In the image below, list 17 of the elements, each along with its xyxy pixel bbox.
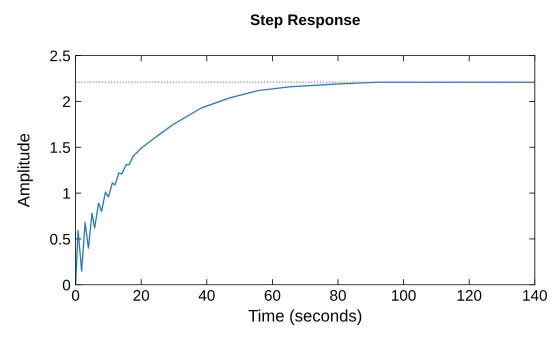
y-tick-label: 0 bbox=[62, 280, 70, 290]
x-tick-label: 60 bbox=[264, 290, 280, 301]
x-tick-label: 100 bbox=[392, 290, 416, 301]
x-tick-label: 140 bbox=[523, 290, 547, 301]
x-tick-label: 120 bbox=[458, 290, 482, 301]
y-tick-label: 0.5 bbox=[50, 234, 70, 245]
y-tick-label: 2 bbox=[63, 96, 70, 107]
x-tick-label: 80 bbox=[330, 290, 346, 301]
x-axis-title: Time (seconds) bbox=[248, 309, 362, 325]
chart-title: Step Response bbox=[250, 14, 360, 28]
y-tick-label: 1.5 bbox=[50, 142, 70, 153]
x-tick-label: 40 bbox=[198, 290, 215, 301]
y-tick-label: 2.5 bbox=[50, 50, 70, 62]
y-axis-title: Amplitude bbox=[17, 134, 33, 208]
x-tick-label: 20 bbox=[133, 290, 150, 301]
x-tick-label: 0 bbox=[72, 290, 80, 301]
y-tick-label: 1 bbox=[63, 188, 70, 199]
